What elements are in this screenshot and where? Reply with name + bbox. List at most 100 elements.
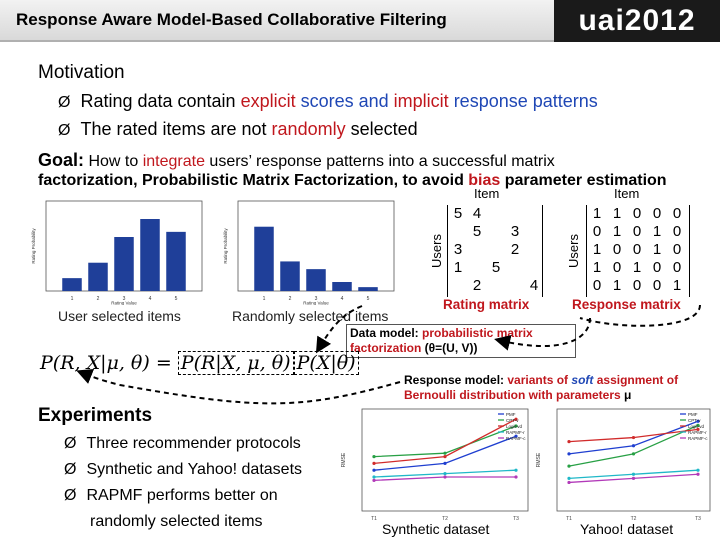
matrix-cell: 1 — [632, 259, 642, 276]
formula-lhs: P(R, X|μ, θ) — [40, 352, 150, 374]
matrix-cell: 1 — [652, 241, 662, 258]
x-tick-label: 5 — [367, 296, 370, 302]
data-point — [631, 476, 636, 480]
bullet-arrow-icon: Ø — [64, 435, 77, 452]
data-point — [372, 468, 376, 472]
data-point — [567, 480, 571, 485]
matrix-cell: 1 — [592, 259, 602, 276]
data-point — [514, 424, 518, 428]
response-matrix-item-label: Item — [614, 186, 640, 201]
data-point — [696, 472, 700, 476]
bar — [254, 226, 274, 291]
data-point — [631, 444, 636, 448]
x-tick-label: T1 — [566, 516, 572, 522]
data-point — [372, 455, 376, 459]
bar — [306, 269, 326, 291]
data-point — [631, 435, 636, 440]
response-matrix-caption: Response matrix — [572, 297, 681, 312]
data-point — [567, 464, 571, 468]
data-point — [696, 423, 700, 427]
synthetic-dataset-caption: Synthetic dataset — [382, 521, 490, 537]
data-point — [696, 427, 700, 431]
data-point — [372, 475, 376, 479]
matrix-cell: 1 — [612, 277, 622, 294]
matrix-cell: 4 — [529, 277, 539, 294]
data-point — [514, 475, 518, 479]
matrix-cell: 0 — [652, 259, 662, 276]
matrix-cell: 0 — [612, 259, 622, 276]
legend-label: PMF — [506, 412, 516, 417]
matrix-cell: 0 — [672, 205, 682, 222]
bullet-arrow-icon: Ø — [58, 94, 71, 111]
bar — [280, 261, 300, 291]
plot-frame — [556, 408, 711, 512]
x-tick-label: T1 — [371, 516, 377, 522]
y-axis-label: Rating Probability — [31, 228, 36, 264]
data-point — [514, 434, 518, 438]
experiment-item: Ø Three recommender protocols — [64, 435, 301, 452]
legend-label: Logit-vd — [506, 424, 523, 429]
x-axis-label: Rating Value — [111, 301, 137, 306]
data-point — [631, 452, 636, 456]
bar — [332, 282, 352, 291]
experiment-item: Ø RAPMF performs better on — [64, 487, 278, 504]
bar — [114, 237, 134, 291]
bar — [358, 287, 378, 291]
legend-label: Logit-vd — [688, 424, 705, 429]
page-title: Response Aware Model-Based Collaborative… — [16, 10, 447, 29]
bar — [140, 219, 160, 291]
motivation-bullet-2: Ø The rated items are not randomly select… — [58, 119, 418, 139]
response-model-note: Response model: variants of soft assignm… — [404, 373, 679, 402]
matrix-cell: 1 — [453, 259, 463, 276]
data-point — [443, 455, 447, 459]
data-point — [443, 475, 447, 479]
goal-label: Goal: — [38, 150, 85, 170]
rating-matrix-caption: Rating matrix — [443, 297, 530, 312]
matrix-cell: 0 — [672, 223, 682, 240]
yahoo-dataset-caption: Yahoo! dataset — [580, 521, 674, 537]
matrix-cell: 0 — [592, 223, 602, 240]
x-tick-label: 1 — [71, 296, 74, 302]
plot-frame — [361, 408, 529, 512]
bar — [88, 262, 108, 291]
x-tick-label: 4 — [341, 296, 344, 302]
y-axis-label: RMSE — [341, 452, 347, 467]
data-point — [567, 452, 571, 456]
x-tick-label: 3 — [315, 296, 318, 302]
rating-matrix-item-label: Item — [474, 186, 500, 201]
data-point — [443, 461, 447, 465]
x-axis-label: Rating Value — [303, 301, 329, 306]
matrix-cell: 5 — [472, 223, 482, 240]
matrix-cell: 1 — [592, 241, 602, 258]
matrix-cell: 2 — [510, 241, 520, 258]
legend-label: RAPMF-r — [506, 430, 525, 435]
x-tick-label: 3 — [123, 296, 126, 302]
formula-response-term: P(X|θ) — [293, 351, 359, 375]
matrix-cell: 0 — [672, 259, 682, 276]
matrix-cell: 4 — [472, 205, 482, 222]
matrix-cell: 0 — [672, 241, 682, 258]
bar — [166, 231, 186, 291]
matrix-cell: 2 — [472, 277, 482, 294]
x-tick-label: T2 — [442, 516, 448, 522]
matrix-cell: 0 — [592, 277, 602, 294]
bar — [62, 278, 82, 291]
data-point — [443, 472, 447, 476]
data-point — [514, 417, 518, 421]
legend-label: PMF — [688, 412, 698, 417]
likelihood-formula: P(R, X|μ, θ) = P(R|X, μ, θ) P(X|θ) — [40, 351, 359, 375]
legend-label: CPT-v — [688, 418, 701, 423]
matrix-cell: 1 — [612, 223, 622, 240]
data-point — [372, 461, 376, 465]
x-tick-label: 4 — [149, 296, 152, 302]
motivation-bullet-1: Ø Rating data contain explicit scores and… — [58, 91, 598, 111]
matrix-cell: 1 — [672, 277, 682, 294]
x-tick-label: T3 — [513, 516, 519, 522]
data-point — [372, 478, 376, 482]
experiment-item: Ø Synthetic and Yahoo! datasets — [64, 461, 303, 478]
matrix-cell: 0 — [632, 205, 642, 222]
bullet-arrow-icon: Ø — [58, 122, 71, 139]
data-point — [443, 451, 447, 455]
header-bar: Response Aware Model-Based Collaborative… — [0, 0, 720, 42]
